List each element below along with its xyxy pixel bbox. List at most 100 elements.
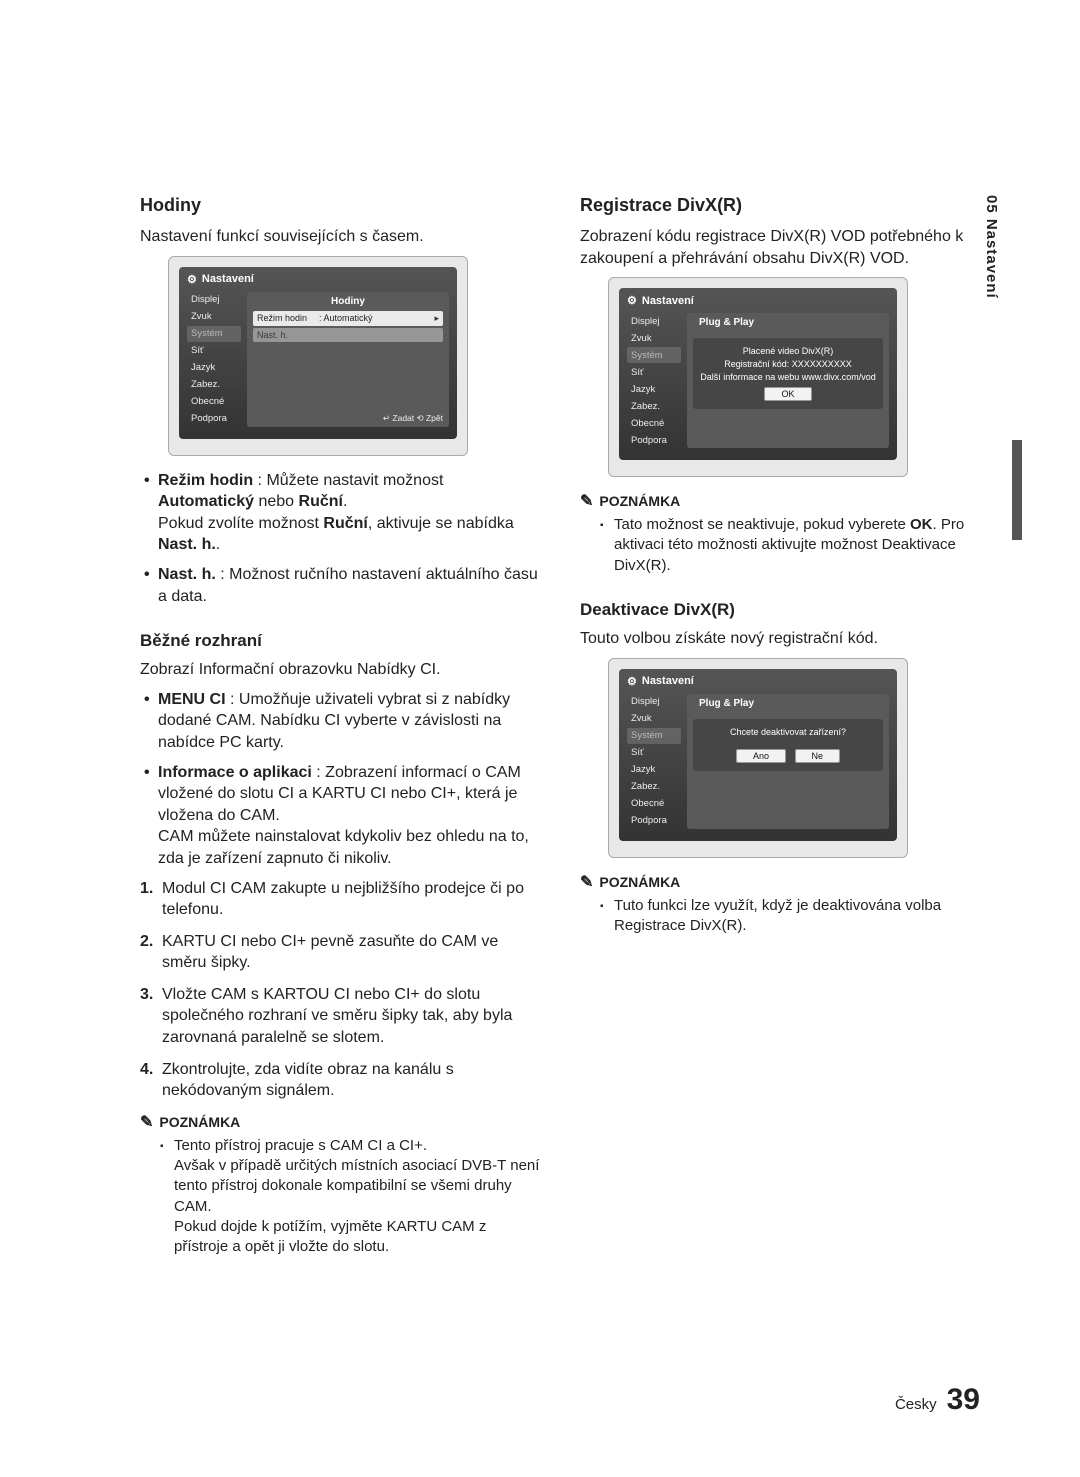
yes-button[interactable]: Ano [736,749,786,763]
note-label: POZNÁMKA [599,493,680,509]
row-label: Nast. h. [257,330,315,340]
step: 3.Vložte CAM s KARTOU CI nebo CI+ do slo… [140,984,540,1049]
nav-item: Zvuk [187,309,241,325]
p-deaktivace: Touto volbou získáte nový registrační kó… [580,628,980,650]
heading-bezne: Běžné rozhraní [140,631,540,651]
content-header: Hodiny [253,296,443,307]
footer-lang: Česky [895,1396,937,1413]
text: Pokud dojde k potížím, vyjměte KARTU CAM… [174,1218,486,1255]
note-heading: ✎ POZNÁMKA [580,491,980,511]
page-content: Hodiny Nastavení funkcí souvisejících s … [0,0,1080,1321]
side-marker [1012,440,1022,540]
heading-deaktivace: Deaktivace DivX(R) [580,600,980,620]
note-list: Tento přístroj pracuje s CAM CI a CI+. A… [140,1136,540,1258]
shot-nav: Displej Zvuk Systém Síť Jazyk Zabez. Obe… [627,694,681,829]
shot-title: Nastavení [202,273,254,285]
nav-item: Obecné [627,415,681,431]
step-text: Vložte CAM s KARTOU CI nebo CI+ do slotu… [162,986,512,1046]
nav-item: Podpora [627,432,681,448]
shot-content: Plug & Play Chcete deaktivovat zařízení?… [687,694,889,829]
shot-title: Nastavení [642,295,694,307]
page-number: 39 [947,1383,980,1417]
note-icon: ✎ [580,491,593,511]
nav-item: Podpora [187,411,241,427]
shot-footer: ↵ Zadat ⟲ Zpět [383,413,443,424]
step: 2. KARTU CI nebo CI+ pevně zasuňte do CAM… [140,931,540,974]
left-column: Hodiny Nastavení funkcí souvisejících s … [140,195,540,1261]
text: CAM můžete nainstalovat kdykoliv bez ohl… [158,828,529,867]
nav-item: Síť [187,343,241,359]
bullet: Informace o aplikaci : Zobrazení informa… [158,762,540,870]
nav-item: Zvuk [627,330,681,346]
gear-icon: ⚙ [627,675,637,688]
text: , aktivuje se nabídka [368,515,514,532]
nav-item: Jazyk [627,381,681,397]
note-heading: ✎ POZNÁMKA [580,872,980,892]
shot-content: Hodiny Režim hodin : Automatický ▸ Nast.… [247,292,449,427]
section-tab: 05 Nastavení [983,195,1000,299]
bullet: MENU CI : Umožňuje uživateli vybrat si z… [158,689,540,754]
bold: Ruční [323,515,367,532]
row-label: Režim hodin [257,313,315,323]
text: . [216,536,220,553]
text: Avšak v případě určitých místních asocia… [174,1157,539,1215]
dialog: Chcete deaktivovat zařízení? Ano Ne [693,719,883,771]
steps: 1. Modul CI CAM zakupte u nejbližšího pro… [140,878,540,1102]
content-header: Plug & Play [693,698,883,709]
gear-icon: ⚙ [627,294,637,307]
bold: Nast. h. [158,536,216,553]
p-hodiny: Nastavení funkcí souvisejících s časem. [140,226,540,248]
p-bezne: Zobrazí Informační obrazovku Nabídky CI. [140,659,540,681]
text: . [343,493,347,510]
text: : Můžete nastavit možnost [253,472,443,489]
row-value: : Automatický [319,313,430,323]
note-icon: ✎ [580,872,593,892]
text: Tato možnost se neaktivuje, pokud vybere… [614,516,910,533]
bold: Nast. h. [158,566,216,583]
nav-item: Displej [187,292,241,308]
nav-item: Systém [627,347,681,363]
bold: Ruční [299,493,343,510]
note-item: Tento přístroj pracuje s CAM CI a CI+. A… [174,1136,540,1258]
text: Pokud zvolíte možnost [158,515,323,532]
step-num: 1. [140,878,153,900]
step-text: KARTU CI nebo CI+ pevně zasuňte do CAM v… [162,933,498,972]
dialog-line: Registrační kód: XXXXXXXXXX [699,359,877,369]
bullets-bezne: MENU CI : Umožňuje uživateli vybrat si z… [140,689,540,870]
nav-item: Podpora [627,813,681,829]
nav-item: Jazyk [627,762,681,778]
heading-hodiny: Hodiny [140,195,540,216]
note-label: POZNÁMKA [159,1114,240,1130]
step-text: Zkontrolujte, zda vidíte obraz na kanálu… [162,1061,454,1100]
step-num: 4. [140,1059,153,1081]
note-heading: ✎ POZNÁMKA [140,1112,540,1132]
bullet: Režim hodin : Můžete nastavit možnost Au… [158,470,540,556]
note-list: Tuto funkci lze využít, když je deaktivo… [580,896,980,937]
shot-content: Plug & Play Placené video DivX(R) Regist… [687,313,889,448]
nav-item: Systém [627,728,681,744]
content-header: Plug & Play [693,317,883,328]
p-registrace: Zobrazení kódu registrace DivX(R) VOD po… [580,226,980,269]
text: nebo [254,493,298,510]
dialog-line: Další informace na webu www.divx.com/vod [699,372,877,382]
step-text: Modul CI CAM zakupte u nejbližšího prode… [162,880,524,919]
bold: Režim hodin [158,472,253,489]
step-num: 2. [140,931,153,953]
nav-item: Obecné [187,394,241,410]
ok-button[interactable]: OK [764,387,811,401]
shot-nav: Displej Zvuk Systém Síť Jazyk Zabez. Obe… [627,313,681,448]
nav-item: Systém [187,326,241,342]
page-footer: Česky 39 [895,1383,980,1417]
text: : Možnost ručního nastavení aktuálního č… [158,566,538,605]
nav-item: Síť [627,745,681,761]
dialog-line: Placené video DivX(R) [699,346,877,356]
right-column: Registrace DivX(R) Zobrazení kódu regist… [580,195,980,1261]
shot-title: Nastavení [642,675,694,687]
bold: Informace o aplikaci [158,764,312,781]
no-button[interactable]: Ne [795,749,841,763]
row-rezim: Režim hodin : Automatický ▸ [253,311,443,326]
nav-item: Obecné [627,796,681,812]
gear-icon: ⚙ [187,273,197,286]
nav-item: Displej [627,694,681,710]
nav-item: Displej [627,313,681,329]
